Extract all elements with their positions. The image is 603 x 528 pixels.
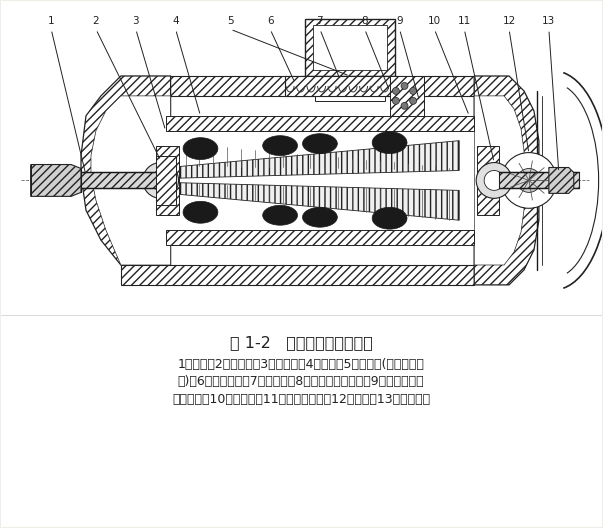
Circle shape [484,171,504,191]
Polygon shape [169,183,459,220]
Circle shape [501,153,557,208]
Polygon shape [315,88,385,101]
Text: 器)；6－压力弹簧；7－支承圈；8－径向推力球轴承；9－后端盖（带: 器)；6－压力弹簧；7－支承圈；8－径向推力球轴承；9－后端盖（带 [178,375,425,389]
Ellipse shape [303,208,337,227]
Circle shape [409,88,417,95]
Text: 6: 6 [267,16,273,26]
Circle shape [476,163,512,199]
Polygon shape [169,140,459,178]
Text: 4: 4 [172,16,179,26]
Polygon shape [285,76,390,96]
Polygon shape [156,156,175,205]
Polygon shape [305,20,394,76]
Text: 图 1-2   锥形异步电动机结构: 图 1-2 锥形异步电动机结构 [230,335,373,350]
Text: 3: 3 [133,16,139,26]
Text: 10: 10 [428,16,441,26]
Ellipse shape [372,131,407,154]
Text: 11: 11 [458,16,471,26]
Polygon shape [91,96,171,265]
Ellipse shape [303,134,337,154]
Polygon shape [474,96,524,265]
Circle shape [393,97,399,105]
Polygon shape [166,230,474,245]
Text: 5: 5 [227,16,233,26]
Circle shape [517,168,541,192]
Text: 制动环）；10－后轴承；11－风扇制动轮；12－风罩；13－锁紧螺母: 制动环）；10－后轴承；11－风扇制动轮；12－风罩；13－锁紧螺母 [172,393,430,407]
Circle shape [409,97,417,105]
Polygon shape [156,146,178,215]
Polygon shape [313,25,387,70]
Ellipse shape [372,208,407,229]
Polygon shape [390,76,425,116]
Ellipse shape [183,138,218,159]
Polygon shape [81,76,171,265]
Polygon shape [549,167,573,193]
Text: 13: 13 [542,16,555,26]
Text: 1: 1 [48,16,54,26]
Text: 8: 8 [361,16,368,26]
Circle shape [393,88,399,95]
Polygon shape [121,76,474,96]
Text: 1－转子；2－前轴承；3－前端盖；4－定子；5－出线盒(或断电限位: 1－转子；2－前轴承；3－前端盖；4－定子；5－出线盒(或断电限位 [177,357,425,371]
Ellipse shape [263,136,297,156]
Polygon shape [300,76,400,88]
Circle shape [401,82,408,89]
Circle shape [151,171,171,191]
Ellipse shape [263,205,297,225]
Text: 7: 7 [317,16,323,26]
Polygon shape [31,165,81,196]
Text: 12: 12 [502,16,516,26]
Polygon shape [166,116,474,131]
Polygon shape [121,96,474,265]
Text: 2: 2 [93,16,99,26]
Circle shape [401,102,408,109]
Circle shape [143,163,178,199]
Ellipse shape [183,201,218,223]
Text: 9: 9 [396,16,403,26]
Polygon shape [121,265,474,285]
Polygon shape [499,173,579,188]
Polygon shape [31,173,159,188]
Polygon shape [166,131,474,230]
Bar [1,2,602,315]
Polygon shape [477,146,499,215]
Polygon shape [474,76,539,285]
